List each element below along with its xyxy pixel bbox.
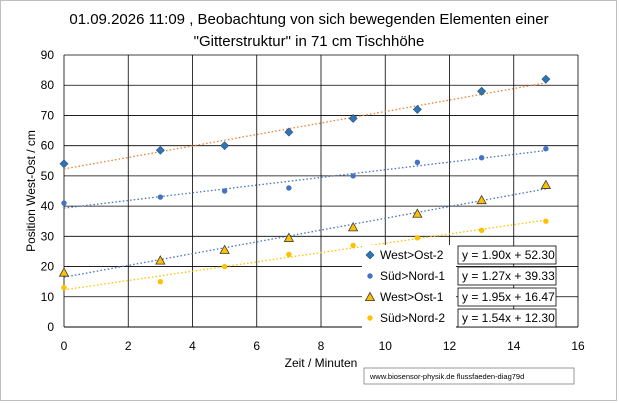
x-tick-label: 6 bbox=[253, 339, 260, 353]
credit-box: www.biosensor-physik.de flussfaeden-diag… bbox=[363, 367, 575, 385]
trendline bbox=[63, 82, 546, 170]
y-tick-label: 40 bbox=[41, 199, 55, 213]
x-tick-label: 14 bbox=[507, 339, 521, 353]
data-point bbox=[476, 194, 487, 205]
data-point bbox=[347, 221, 359, 232]
y-tick-label: 30 bbox=[41, 229, 55, 243]
credit-text: www.biosensor-physik.de flussfaeden-diag… bbox=[369, 372, 524, 381]
legend-label: West>Ost-1 bbox=[380, 290, 444, 304]
y-tick-label: 0 bbox=[47, 320, 54, 334]
legend-background bbox=[362, 245, 456, 329]
data-point bbox=[478, 227, 485, 233]
data-point bbox=[477, 86, 487, 96]
legend-label: Süd>Nord-2 bbox=[380, 311, 445, 325]
legend-label: West>Ost-2 bbox=[380, 248, 444, 262]
trendline-equation: y = 1.54x + 12.30 bbox=[462, 311, 555, 325]
trendline-equation-box bbox=[457, 308, 557, 328]
x-axis-label: Zeit / Minuten bbox=[285, 356, 358, 370]
x-tick-label: 16 bbox=[571, 339, 585, 353]
x-tick-label: 8 bbox=[318, 339, 325, 353]
data-point bbox=[412, 104, 422, 114]
trendline-equation-box bbox=[457, 287, 557, 307]
data-point bbox=[59, 159, 69, 169]
data-point bbox=[157, 194, 164, 200]
data-point bbox=[221, 263, 228, 270]
data-point bbox=[220, 141, 230, 151]
trendline bbox=[63, 188, 546, 278]
data-point bbox=[414, 235, 421, 241]
data-point bbox=[286, 251, 292, 258]
grid bbox=[63, 54, 579, 328]
data-point bbox=[155, 255, 166, 265]
y-axis-label: Position West-Ost / cm bbox=[24, 130, 38, 252]
data-point bbox=[61, 285, 67, 291]
legend-marker bbox=[367, 315, 373, 321]
x-tick-label: 2 bbox=[125, 339, 132, 353]
data-point bbox=[350, 173, 356, 179]
data-point bbox=[157, 278, 164, 285]
data-point bbox=[61, 200, 67, 206]
x-tick-label: 0 bbox=[61, 339, 68, 353]
data-point bbox=[350, 242, 356, 249]
y-tick-label: 20 bbox=[41, 260, 55, 274]
credit-box-border bbox=[363, 367, 575, 385]
tick-labels: 0 10 20 30 40 50 60 70 80 90 0 2 4 6 8 10 12 14 16 bbox=[41, 48, 585, 353]
data-point bbox=[543, 218, 549, 224]
legend-marker bbox=[364, 291, 376, 302]
data-point bbox=[540, 179, 552, 189]
data-point bbox=[155, 145, 165, 155]
legend: West>Ost-2 y = 1.90x + 52.30 Süd>Nord-1 y =… bbox=[362, 245, 557, 329]
data-point bbox=[58, 267, 70, 277]
y-tick-label: 50 bbox=[41, 169, 55, 183]
y-tick-label: 80 bbox=[41, 78, 55, 92]
data-point bbox=[286, 185, 292, 191]
y-tick-label: 60 bbox=[41, 139, 55, 153]
data-point bbox=[543, 145, 549, 152]
chart-title: 01.09.2026 11:09 , Beobachtung von sich … bbox=[69, 11, 548, 50]
x-tick-label: 4 bbox=[189, 339, 196, 353]
trendline-equation: y = 1.95x + 16.47 bbox=[462, 290, 555, 304]
y-tick-label: 90 bbox=[41, 48, 55, 62]
data-point bbox=[478, 155, 485, 161]
legend-label: Süd>Nord-1 bbox=[380, 269, 445, 283]
y-tick-label: 70 bbox=[41, 108, 55, 122]
data-point bbox=[221, 188, 228, 194]
data-point bbox=[219, 244, 230, 254]
trendline-equation-box bbox=[457, 245, 557, 265]
x-tick-label: 12 bbox=[443, 339, 457, 353]
x-tick-label: 10 bbox=[379, 339, 393, 353]
data-point bbox=[348, 114, 358, 123]
legend-marker bbox=[365, 250, 375, 260]
legend-marker bbox=[367, 273, 373, 279]
data-point bbox=[541, 74, 551, 84]
y-tick-label: 10 bbox=[41, 290, 55, 304]
trendline-equation-box bbox=[457, 266, 557, 286]
trendline-equation: y = 1.27x + 39.33 bbox=[462, 269, 555, 283]
trendline bbox=[63, 149, 546, 209]
chart-title-line-1: 01.09.2026 11:09 , Beobachtung von sich … bbox=[69, 11, 548, 28]
chart-title-line-2: "Gitterstruktur" in 71 cm Tischhöhe bbox=[194, 33, 425, 50]
data-points bbox=[58, 74, 552, 291]
data-point bbox=[414, 159, 421, 165]
data-point bbox=[412, 208, 423, 218]
trendlines bbox=[63, 82, 546, 291]
trendline-equation: y = 1.90x + 52.30 bbox=[462, 248, 555, 262]
data-point bbox=[284, 127, 294, 137]
data-point bbox=[283, 232, 295, 242]
